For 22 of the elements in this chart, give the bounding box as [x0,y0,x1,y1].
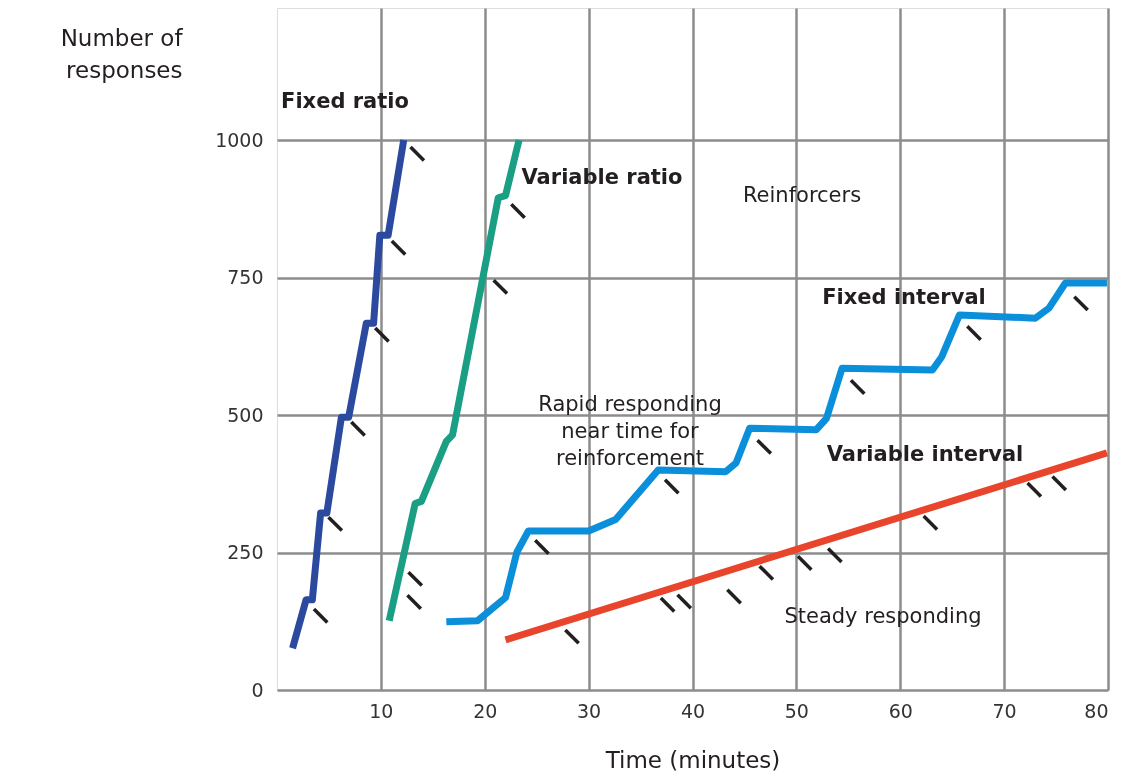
y-tick-label: 750 [227,266,264,288]
annotation: Steady responding [784,604,982,628]
x-tick-label: 70 [992,699,1017,722]
annotation: Fixed interval [822,285,986,309]
y-tick-label: 250 [227,541,264,563]
annotation: Rapid responding near time for reinforcement [538,392,722,470]
x-tick-label: 50 [784,699,809,722]
y-tick-label: 0 [251,678,264,701]
y-axis-title: Number of responses [60,24,184,83]
y-tick-label: 1000 [215,128,264,151]
x-tick-label: 20 [473,699,498,722]
x-tick-label: 40 [680,699,706,722]
x-tick-label: 10 [369,699,394,722]
annotation: Variable interval [826,442,1024,466]
annotation: Fixed ratio [281,89,409,113]
x-tick-label: 30 [577,699,602,722]
x-tick-label: 80 [1084,699,1109,722]
annotation: Variable ratio [521,165,683,189]
annotation: Reinforcers [742,183,862,207]
y-tick-label: 500 [227,403,264,426]
x-axis-title: Time (minutes) [604,746,781,773]
x-tick-label: 60 [888,699,913,722]
